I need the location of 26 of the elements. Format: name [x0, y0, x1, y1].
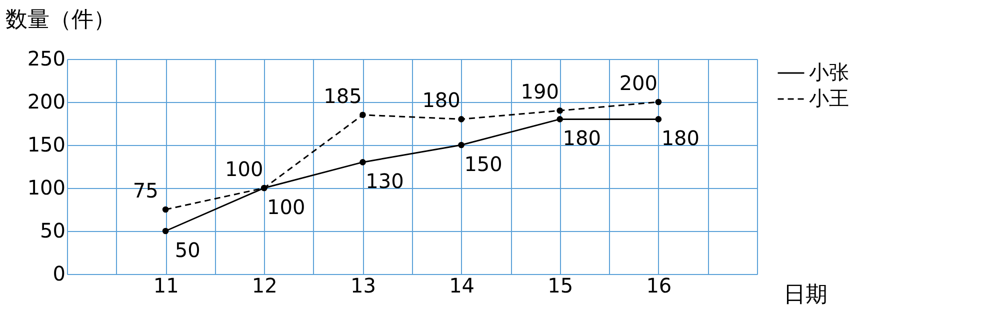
y-tick-label: 0	[52, 262, 66, 286]
data-label: 180	[562, 126, 601, 150]
y-tick-label: 100	[27, 176, 66, 200]
x-tick-label: 16	[646, 274, 672, 298]
y-axis-title: 数量（件）	[6, 8, 116, 32]
data-label: 100	[267, 195, 306, 219]
x-tick-label: 15	[548, 274, 574, 298]
x-tick-label: 14	[449, 274, 475, 298]
x-tick-label: 11	[153, 274, 179, 298]
y-tick-label: 200	[27, 90, 66, 114]
data-label: 190	[520, 80, 559, 104]
y-tick-label: 250	[27, 46, 66, 70]
data-label: 180	[661, 126, 700, 150]
x-tick-label: 12	[252, 274, 278, 298]
data-label: 100	[225, 157, 264, 181]
legend-label: 小张	[809, 60, 849, 84]
y-tick-label: 50	[40, 218, 66, 242]
data-label: 185	[324, 84, 362, 108]
data-label: 130	[366, 169, 404, 194]
x-axis-title: 日期	[784, 282, 828, 308]
x-tick-label: 13	[350, 274, 376, 298]
data-label: 200	[619, 71, 658, 95]
data-label: 50	[174, 238, 200, 262]
legend-label: 小王	[809, 86, 849, 110]
data-label: 150	[464, 152, 502, 176]
y-tick-label: 150	[27, 132, 66, 156]
